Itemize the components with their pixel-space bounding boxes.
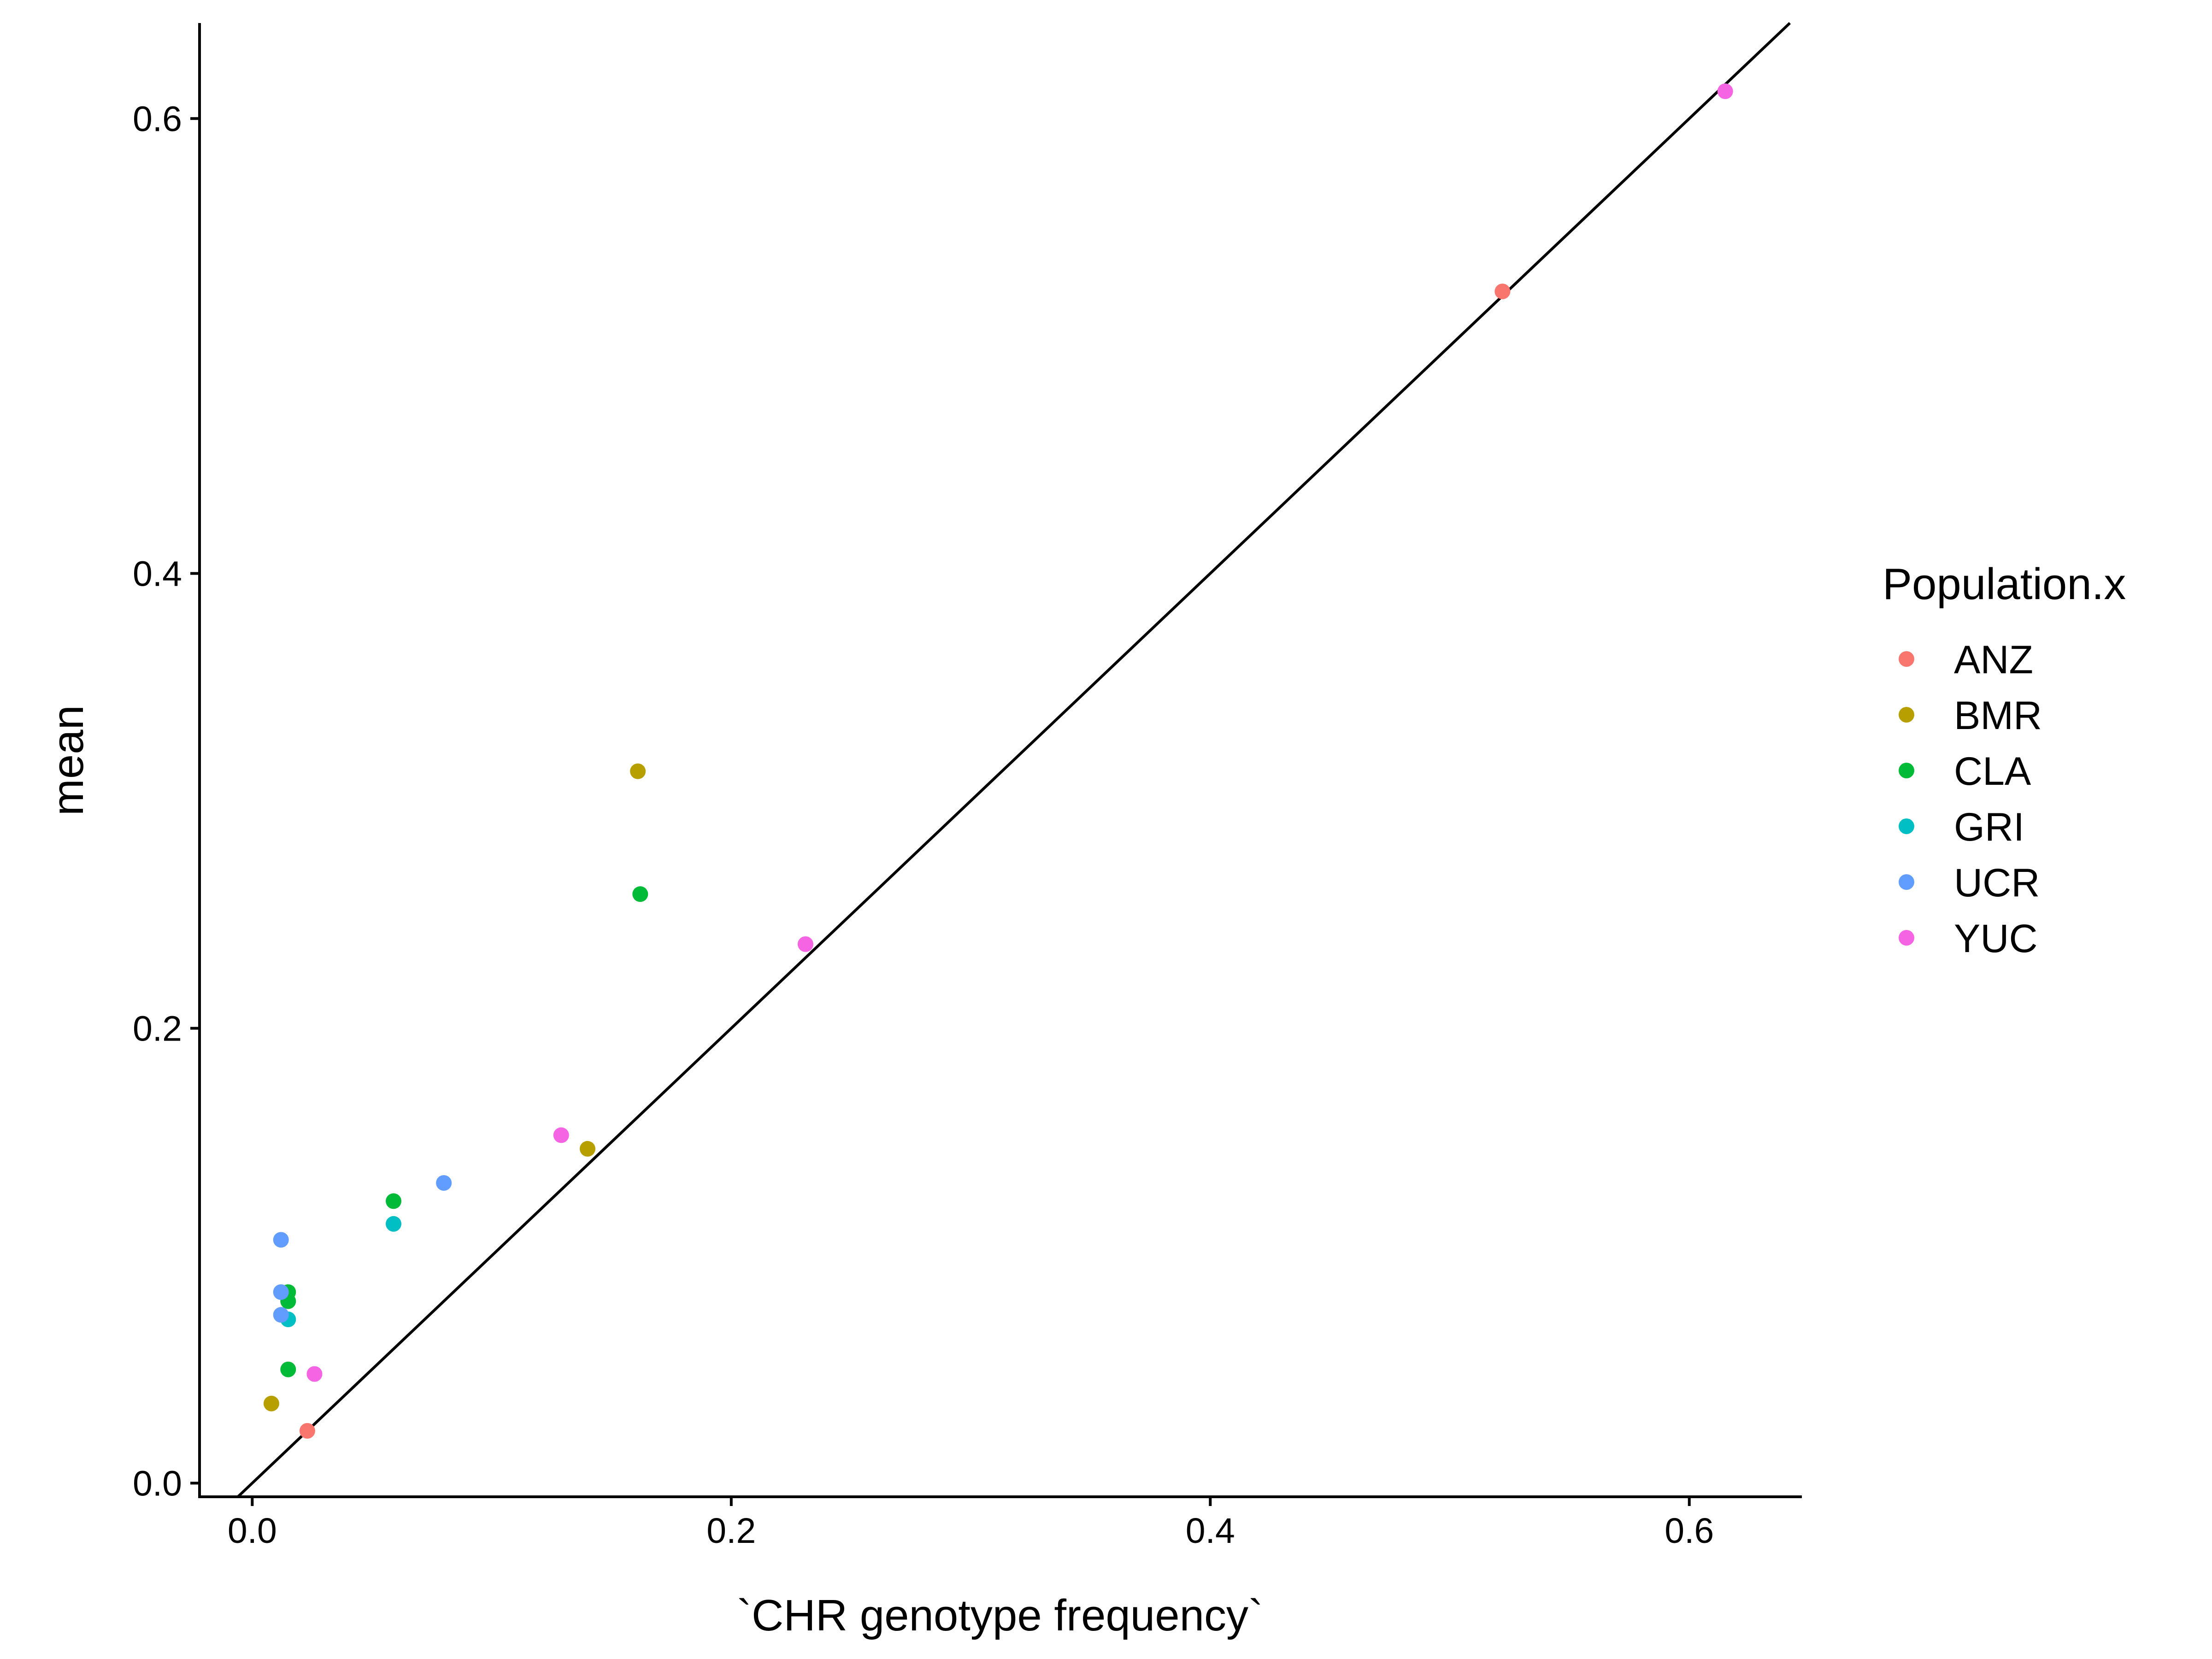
data-point — [299, 1423, 315, 1439]
data-point — [385, 1193, 401, 1209]
data-point — [797, 936, 813, 952]
series-gri — [280, 1216, 401, 1328]
data-point — [273, 1232, 289, 1248]
data-point — [306, 1366, 323, 1382]
data-point — [385, 1216, 401, 1232]
legend-items: ANZ BMR CLA GRI UCR YUC — [1899, 638, 2042, 961]
legend-item-yuc: YUC — [1899, 917, 2038, 961]
legend-item-anz: ANZ — [1899, 638, 2033, 682]
data-point — [280, 1361, 296, 1377]
legend-label: ANZ — [1954, 638, 2033, 682]
data-point — [632, 886, 648, 902]
legend-key — [1899, 818, 1914, 834]
y-tick-label: 0.4 — [133, 554, 182, 594]
legend-title: Population.x — [1883, 559, 2126, 609]
legend-item-cla: CLA — [1899, 749, 2031, 794]
legend-item-ucr: UCR — [1899, 861, 2040, 905]
legend-label: GRI — [1954, 805, 2024, 849]
legend-key — [1899, 763, 1914, 778]
data-point — [436, 1175, 452, 1191]
legend-item-bmr: BMR — [1899, 694, 2042, 738]
data-point — [273, 1307, 289, 1323]
y-tick-label: 0.2 — [133, 1009, 182, 1048]
legend-key — [1899, 707, 1914, 723]
legend-key — [1899, 651, 1914, 667]
data-point — [273, 1284, 289, 1300]
series-cla — [280, 886, 648, 1377]
series-bmr — [263, 763, 646, 1412]
x-axis-ticks: 0.0 0.2 0.4 0.6 — [228, 1497, 1714, 1551]
x-tick-label: 0.4 — [1186, 1511, 1235, 1551]
data-point — [1494, 283, 1511, 300]
y-tick-label: 0.6 — [133, 99, 182, 139]
series-anz — [299, 283, 1511, 1439]
data-point — [579, 1141, 595, 1157]
y-axis-title: mean — [43, 705, 93, 816]
legend-label: CLA — [1954, 749, 2031, 794]
data-point — [263, 1395, 279, 1412]
data-point — [1717, 83, 1733, 100]
series-yuc — [306, 83, 1733, 1382]
data-point — [553, 1127, 569, 1143]
y-tick-label: 0.0 — [133, 1464, 182, 1503]
x-axis-title: `CHR genotype frequency` — [737, 1591, 1263, 1640]
series-ucr — [273, 1175, 452, 1323]
x-tick-label: 0.2 — [706, 1511, 756, 1551]
legend-label: YUC — [1954, 917, 2038, 961]
y-axis-ticks: 0.0 0.2 0.4 0.6 — [133, 99, 200, 1503]
legend-key — [1899, 874, 1914, 890]
data-point — [630, 763, 646, 779]
reference-line-y-equals-x — [237, 22, 1791, 1498]
legend-label: BMR — [1954, 694, 2042, 738]
legend-label: UCR — [1954, 861, 2040, 905]
legend-key — [1899, 930, 1914, 946]
legend-item-gri: GRI — [1899, 805, 2024, 849]
x-tick-label: 0.0 — [228, 1511, 277, 1551]
legend: Population.x ANZ BMR CLA GRI UCR YUC — [1883, 559, 2126, 961]
x-tick-label: 0.6 — [1665, 1511, 1714, 1551]
data-points — [263, 83, 1733, 1439]
